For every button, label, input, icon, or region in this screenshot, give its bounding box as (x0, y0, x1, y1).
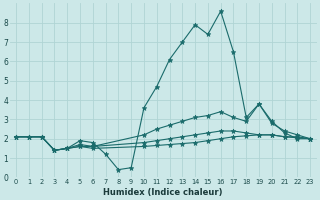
X-axis label: Humidex (Indice chaleur): Humidex (Indice chaleur) (103, 188, 223, 197)
